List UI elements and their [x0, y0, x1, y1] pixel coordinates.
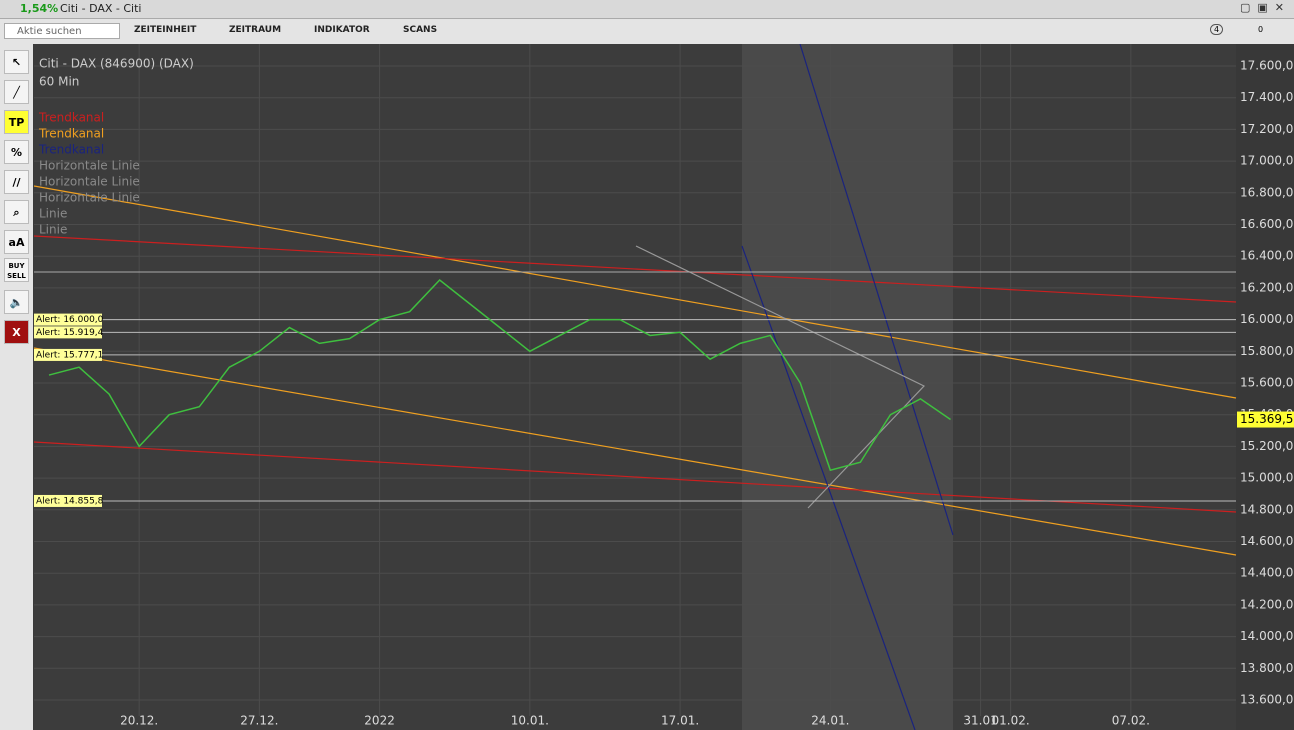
tool-line[interactable]: ╱ — [4, 80, 29, 104]
alert-box — [34, 326, 102, 339]
plot-area — [34, 44, 1236, 730]
x-tick-label: 20.12. — [120, 714, 158, 728]
price-line — [48, 278, 951, 472]
x-tick-label: 2022 — [364, 714, 395, 728]
last-price-label: 15.369,5 — [1240, 412, 1293, 426]
chart-title: Citi - DAX (846900) (DAX) — [39, 57, 194, 71]
y-tick-label: 16.600,0 — [1240, 217, 1293, 231]
menu[interactable]: ZEITRAUM — [229, 25, 282, 35]
window-controls[interactable]: ▢ ▣ ✕ — [1240, 1, 1284, 14]
alert-box — [34, 348, 102, 361]
x-tick-label: 07.02. — [1112, 714, 1150, 728]
legend-entry: Linie — [39, 223, 67, 237]
tool-sound[interactable]: 🔈 — [4, 290, 29, 314]
alert-label: Alert: 15.777,1 — [36, 350, 103, 360]
y-tick-label: 15.800,0 — [1240, 344, 1293, 358]
chart: Citi - DAX (846900) (DAX) 60 Min 13.600,… — [34, 44, 1294, 730]
y-tick-label: 17.200,0 — [1240, 122, 1293, 136]
tool[interactable]: TP — [4, 110, 29, 134]
alert-label: Alert: 16.000,0 — [36, 315, 104, 325]
legend-entry: Trendkanal — [38, 127, 104, 141]
legend-entry: Horizontale Linie — [39, 159, 140, 173]
chart-subtitle: 60 Min — [39, 75, 79, 89]
tool[interactable]: aA — [4, 230, 29, 254]
trend-line — [34, 235, 1237, 303]
legend-entry: Horizontale Linie — [39, 175, 140, 189]
trend-line — [34, 347, 1237, 556]
count: 0 — [1258, 25, 1264, 34]
trend-line — [34, 441, 1237, 513]
x-tick-label: 24.01. — [811, 714, 849, 728]
tool-cursor[interactable]: ↖ — [4, 50, 29, 74]
x-tick-label: 01.02. — [992, 714, 1030, 728]
y-tick-label: 17.000,0 — [1240, 154, 1293, 168]
search[interactable]: Aktie suchen — [4, 23, 120, 39]
window-title: Citi - DAX - Citi — [60, 2, 142, 15]
x-tick-label: 27.12. — [240, 714, 278, 728]
y-tick-label: 16.800,0 — [1240, 185, 1293, 199]
y-tick-label: 14.200,0 — [1240, 597, 1293, 611]
legend-entry: Horizontale Linie — [39, 191, 140, 205]
menu[interactable]: ZEITEINHEIT — [134, 25, 197, 35]
y-tick-label: 13.800,0 — [1240, 661, 1293, 675]
highlight — [742, 44, 953, 730]
badge[interactable]: 4 — [1210, 24, 1224, 35]
tool[interactable]: X — [4, 320, 29, 344]
tool[interactable]: % — [4, 140, 29, 164]
y-tick-label: 17.600,0 — [1240, 59, 1293, 73]
y-tick-label: 13.600,0 — [1240, 693, 1293, 707]
tool-zoom[interactable]: ⌕ — [4, 200, 29, 224]
y-tick-label: 14.800,0 — [1240, 502, 1293, 516]
y-tick-label: 15.000,0 — [1240, 471, 1293, 485]
menu[interactable]: INDIKATOR — [314, 25, 370, 35]
y-tick-label: 14.600,0 — [1240, 534, 1293, 548]
alert-label: Alert: 14.855,8 — [36, 496, 104, 506]
alert-box — [34, 313, 102, 326]
y-tick-label: 15.600,0 — [1240, 376, 1293, 390]
line — [635, 245, 926, 509]
last-price-box — [1237, 411, 1294, 428]
x-tick-label: 31.01 — [963, 714, 997, 728]
alert-label: Alert: 15.919,4 — [36, 328, 104, 338]
x-tick-label: 10.01. — [511, 714, 549, 728]
y-tick-label: 16.200,0 — [1240, 280, 1293, 294]
legend-entry: Linie — [39, 207, 67, 221]
y-tick-label: 16.000,0 — [1240, 312, 1293, 326]
y-tick-label: 14.400,0 — [1240, 566, 1293, 580]
menu[interactable]: SCANS — [403, 25, 438, 35]
title-bar: 1,54% Citi - DAX - Citi ▢ ▣ ✕ — [0, 0, 1294, 19]
y-axis-area — [1236, 44, 1294, 730]
alert-box — [34, 494, 102, 507]
x-tick-label: 17.01. — [661, 714, 699, 728]
trend-line — [34, 185, 1237, 399]
toolbar: Aktie suchen ZEITEINHEIT ZEITRAUM INDIKA… — [0, 19, 1294, 44]
tool[interactable]: BUY SELL — [4, 258, 29, 282]
legend-entry: Trendkanal — [38, 143, 104, 157]
change: 1,54% — [20, 2, 59, 15]
y-tick-label: 14.000,0 — [1240, 629, 1293, 643]
y-tick-label: 15.200,0 — [1240, 439, 1293, 453]
y-tick-label: 17.400,0 — [1240, 90, 1293, 104]
legend-entry: Trendkanal — [38, 111, 104, 125]
tool-channel[interactable]: // — [4, 170, 29, 194]
trend-line — [741, 245, 916, 730]
trend-line — [799, 44, 954, 536]
tool-panel: ↖ ╱ TP % // ⌕ aA BUY SELL 🔈 X — [0, 44, 33, 730]
y-tick-label: 16.400,0 — [1240, 249, 1293, 263]
